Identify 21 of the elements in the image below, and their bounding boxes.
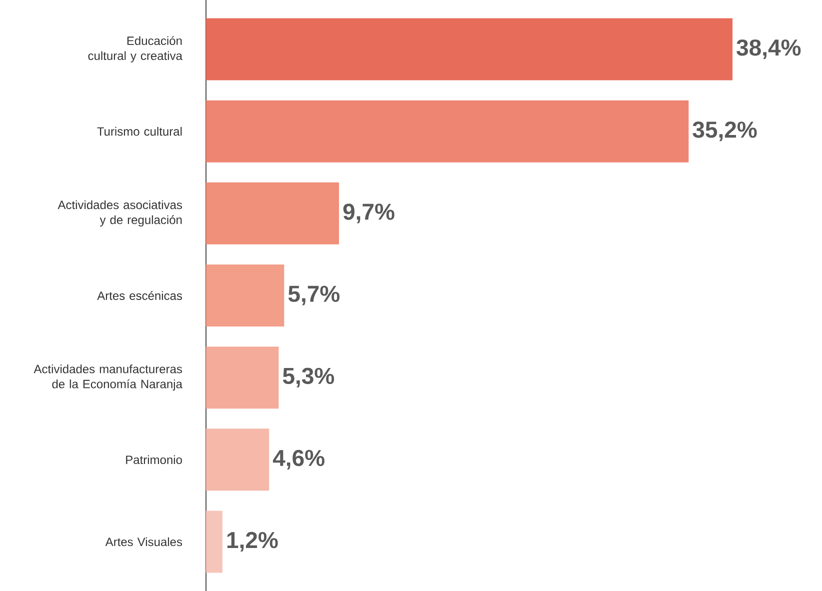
bar (206, 510, 222, 573)
y-tick-label: Artes escénicas (97, 291, 182, 300)
data-label: 4,6% (272, 450, 324, 470)
data-label: 5,7% (288, 286, 340, 306)
y-tick-label: Actividades asociativas y de regulación (58, 200, 182, 227)
bar (206, 182, 339, 244)
data-label: 38,4% (736, 39, 801, 60)
data-label: 35,2% (692, 122, 757, 142)
bar (206, 346, 279, 409)
y-tick-label: Patrimonio (126, 455, 182, 464)
bar (206, 264, 284, 326)
y-tick-label: Actividades manufactureras de la Economía Naranja (34, 364, 182, 391)
bar (206, 18, 732, 80)
bar (206, 428, 270, 491)
bar (206, 100, 689, 162)
y-tick-label: Artes Visuales (105, 537, 182, 546)
data-label: 5,3% (282, 368, 334, 388)
data-label: 1,2% (227, 532, 278, 552)
y-tick-label: Educación cultural y creativa (88, 36, 182, 62)
y-tick-label: Turismo cultural (97, 126, 182, 136)
data-label: 9,7% (343, 204, 394, 224)
